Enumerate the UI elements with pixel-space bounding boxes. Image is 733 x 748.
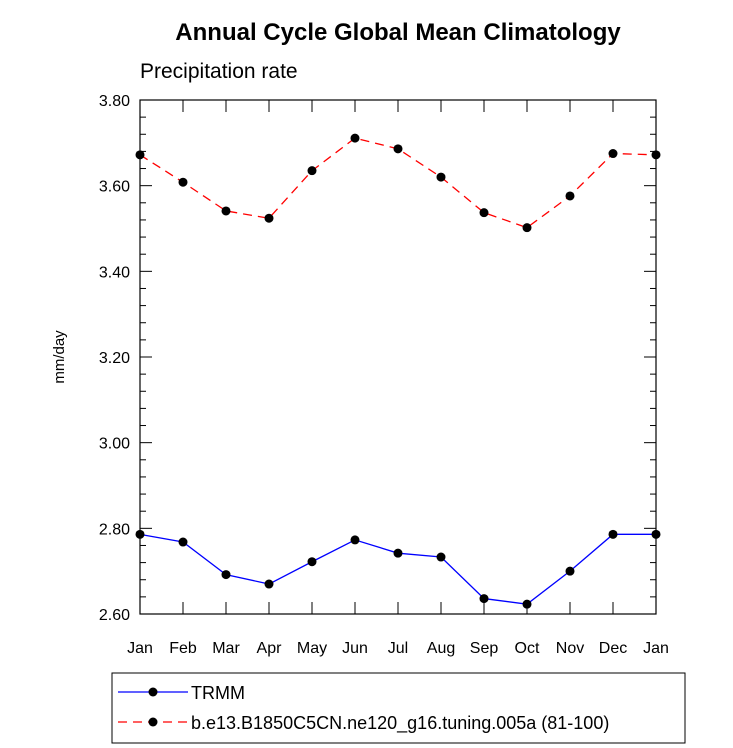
- data-point-model: [178, 177, 188, 187]
- y-axis-label: mm/day: [51, 330, 68, 384]
- data-point-model: [479, 208, 489, 218]
- data-point-model: [608, 149, 618, 159]
- x-tick-label: Sep: [470, 640, 499, 657]
- legend-label-model: b.e13.B1850C5CN.ne120_g16.tuning.005a (8…: [191, 713, 609, 734]
- data-point-model: [651, 150, 661, 160]
- axis-ticks: 2.60 2.80 3.00 3.20 3.40 3.60 3.80 Jan Feb Mar Apr…: [99, 93, 669, 657]
- legend-entry-model: b.e13.B1850C5CN.ne120_g16.tuning.005a (8…: [118, 713, 609, 734]
- data-point-trmm: [307, 557, 317, 567]
- data-point-model: [350, 133, 360, 143]
- data-point-trmm: [393, 548, 403, 558]
- legend-marker-model: [148, 717, 158, 727]
- data-point-model: [565, 191, 575, 201]
- chart-subtitle: Precipitation rate: [140, 60, 298, 83]
- y-tick-label: 2.60: [99, 607, 130, 624]
- data-point-model: [264, 213, 274, 223]
- y-tick-label: 3.60: [99, 179, 130, 196]
- legend-entry-trmm: TRMM: [118, 683, 245, 703]
- data-point-trmm: [651, 529, 661, 539]
- x-tick-label: Jan: [127, 640, 153, 657]
- y-tick-label: 3.40: [99, 264, 130, 281]
- data-point-trmm: [221, 570, 231, 580]
- series-line-trmm: [139, 533, 656, 605]
- data-point-model: [522, 223, 532, 233]
- data-point-model: [393, 144, 403, 154]
- x-tick-label: Jul: [388, 640, 408, 657]
- data-point-trmm: [264, 579, 274, 589]
- data-point-model: [307, 166, 317, 176]
- x-tick-label: Aug: [427, 640, 455, 657]
- data-point-trmm: [178, 537, 188, 547]
- data-point-trmm: [565, 566, 575, 576]
- x-tick-label: Apr: [257, 640, 283, 657]
- data-point-model: [135, 150, 145, 160]
- data-point-trmm: [135, 529, 145, 539]
- data-point-model: [221, 206, 231, 216]
- plot-frame: [139, 99, 657, 615]
- x-tick-label: May: [297, 640, 327, 657]
- x-tick-label: Dec: [599, 640, 627, 657]
- y-tick-label: 3.20: [99, 350, 130, 367]
- x-tick-label: Feb: [169, 640, 197, 657]
- data-point-trmm: [479, 594, 489, 604]
- data-point-trmm: [522, 599, 532, 609]
- legend: TRMM b.e13.B1850C5CN.ne120_g16.tuning.00…: [111, 672, 686, 744]
- x-tick-label: Jun: [342, 640, 368, 657]
- chart-title: Annual Cycle Global Mean Climatology: [175, 19, 621, 46]
- data-point-trmm: [350, 535, 360, 545]
- y-tick-label: 3.00: [99, 436, 130, 453]
- y-tick-label: 2.80: [99, 521, 130, 538]
- x-tick-label: Oct: [515, 640, 540, 657]
- legend-marker-trmm: [148, 687, 158, 697]
- x-tick-label: Nov: [556, 640, 584, 657]
- legend-box: [111, 672, 686, 744]
- data-point-trmm: [436, 552, 446, 562]
- legend-label-trmm: TRMM: [191, 683, 245, 703]
- y-tick-label: 3.80: [99, 93, 130, 110]
- x-tick-label: Mar: [212, 640, 240, 657]
- series-layer: [135, 133, 661, 609]
- x-tick-label: Jan: [643, 640, 669, 657]
- data-point-model: [436, 172, 446, 182]
- data-point-trmm: [608, 529, 618, 539]
